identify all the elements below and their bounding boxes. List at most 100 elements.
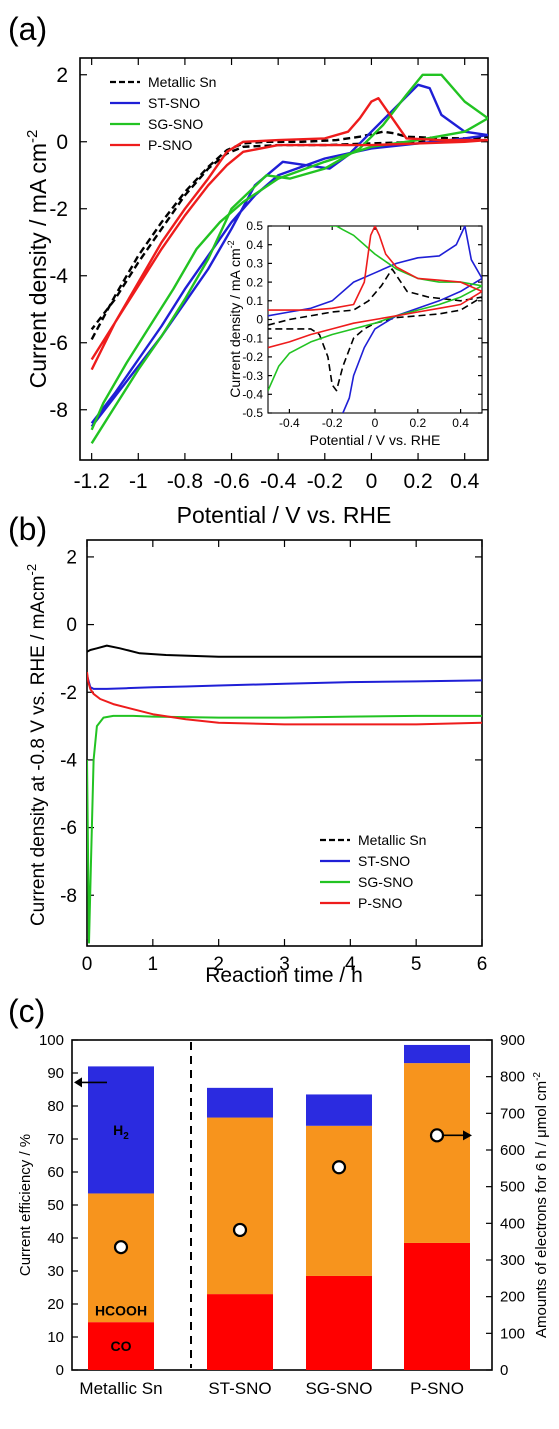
bar-segment-hcooh [207, 1117, 273, 1295]
y-tick-label: -0.4 [242, 388, 263, 402]
bar-segment-co [207, 1294, 273, 1370]
y-tick-label: -8 [60, 886, 77, 907]
bar-segment-co [306, 1275, 372, 1370]
series-line-st-sno [87, 675, 482, 690]
x-tick-label: 4 [345, 954, 356, 975]
panel-a-inset: -0.4 -0.2 0 0.2 0.4 -0.5 -0.4 -0.3 -0.2 -0.1 0 0.1 0… [226, 219, 483, 448]
legend-label: SG-SNO [148, 116, 203, 132]
y2-tick-label: 600 [500, 1142, 525, 1159]
x-tick-label: 6 [477, 954, 488, 975]
y-tick-label: 0 [256, 313, 263, 327]
segment-label-h2-subscript: 2 [123, 1131, 129, 1142]
x-tick-label: -0.8 [167, 470, 203, 493]
y2-tick-label: 900 [500, 1032, 525, 1049]
series-line-metallic-sn [87, 644, 482, 658]
category-label: P-SNO [410, 1379, 464, 1398]
legend-label: P-SNO [148, 137, 192, 153]
y-tick-label: -6 [49, 332, 68, 355]
bar-segment-co [404, 1242, 470, 1370]
bar-segment-h2 [306, 1094, 372, 1126]
y2-tick-label: 800 [500, 1069, 525, 1086]
segment-label-co: CO [111, 1338, 132, 1354]
y-tick-label: 50 [47, 1197, 64, 1214]
y-tick-label: 0.1 [246, 294, 263, 308]
y2-tick-label: 200 [500, 1289, 525, 1306]
y-tick-label: -2 [60, 683, 77, 704]
y-tick-label: -4 [49, 265, 68, 288]
panel-c-category-labels: Metallic Sn ST-SNO SG-SNO P-SNO [79, 1379, 463, 1398]
panel-b-curves [87, 644, 482, 944]
series-line-metallic-sn [90, 130, 488, 340]
bar-segment-h2 [404, 1044, 470, 1064]
y-tick-label: -4 [60, 751, 77, 772]
legend-label: ST-SNO [358, 853, 410, 869]
category-label: Metallic Sn [79, 1379, 162, 1398]
electron-marker [232, 1222, 248, 1238]
x-tick-label: -0.2 [322, 416, 343, 430]
panel-a-label: (a) [8, 11, 47, 47]
y2-tick-label: 300 [500, 1252, 525, 1269]
panel-a-legend: Metallic Sn ST-SNO SG-SNO P-SNO [110, 74, 216, 153]
legend-label: P-SNO [358, 895, 402, 911]
inset-xlabel: Potential / V vs. RHE [310, 432, 441, 448]
y-tick-label: 0 [56, 131, 68, 154]
category-label: SG-SNO [305, 1379, 372, 1398]
y-tick-label: 0 [66, 615, 77, 636]
bar-segment-hcooh [306, 1125, 372, 1276]
bar-segment-h2 [207, 1087, 273, 1118]
x-tick-label: 5 [411, 954, 422, 975]
y2-tick-label: 0 [500, 1362, 508, 1379]
panel-b-xlabel: Reaction time / h [205, 964, 363, 987]
series-line-sg-sno [268, 226, 482, 391]
right-axis-arrow-head [463, 1130, 472, 1141]
panel-c-ylabel: Current efficiency / % [17, 1134, 34, 1276]
x-tick-label: 0.4 [452, 416, 469, 430]
series-line-sg-sno [87, 714, 482, 944]
panel-b-frame [86, 539, 483, 947]
series-line-sg-sno [90, 73, 488, 444]
y-tick-label: -6 [60, 818, 77, 839]
x-tick-label: -0.4 [260, 470, 297, 493]
x-tick-label: 2 [213, 954, 224, 975]
y-tick-label: 80 [47, 1098, 64, 1115]
series-line-p-sno [87, 671, 482, 726]
x-tick-label: 0 [372, 416, 379, 430]
y2-tick-label: 700 [500, 1105, 525, 1122]
y-tick-label: 10 [47, 1329, 64, 1346]
y-tick-label: 40 [47, 1230, 64, 1247]
electron-marker [331, 1160, 347, 1175]
y-tick-label: 60 [47, 1164, 64, 1181]
y-tick-label: -0.1 [242, 331, 263, 345]
x-tick-label: 3 [279, 954, 290, 975]
left-axis-arrow-head [74, 1077, 82, 1088]
inset-curves [268, 226, 482, 413]
panel-c-y2label: Amounts of electrons for 6 h / μmol cm-2 [532, 1072, 550, 1338]
y-tick-label: 0.5 [246, 219, 263, 233]
panel-a-ticks: -1.2 -1 -0.8 -0.6 -0.4 -0.2 0 0.2 0.4 -8 -6 -4 -2 0 2 [49, 58, 488, 493]
y-tick-label: 70 [47, 1131, 64, 1148]
x-tick-label: -1 [129, 470, 148, 493]
legend-label: SG-SNO [358, 874, 413, 890]
series-line-st-sno [268, 226, 482, 413]
y-tick-label: 0 [56, 1362, 64, 1379]
legend-label: ST-SNO [148, 95, 200, 111]
y-tick-label: 2 [66, 548, 77, 569]
panel-c: (c) 0 10 20 30 40 50 60 70 80 90 100 0 100 200 300 400 5… [8, 993, 550, 1398]
y-tick-label: 100 [39, 1032, 64, 1049]
panel-c-electron-markers [74, 1077, 472, 1255]
panel-a-curves [90, 73, 488, 444]
series-line-p-sno [268, 226, 482, 349]
y-tick-label: 20 [47, 1296, 64, 1313]
panel-b-ticks: 0 1 2 3 4 5 6 -8 -6 -4 -2 0 2 [60, 540, 487, 975]
y2-tick-label: 400 [500, 1215, 525, 1232]
y-tick-label: 0.2 [246, 275, 263, 289]
legend-label: Metallic Sn [358, 832, 426, 848]
y-tick-label: 0.4 [246, 238, 263, 252]
x-tick-label: 1 [148, 954, 159, 975]
y-tick-label: -8 [49, 399, 68, 422]
y-tick-label: 90 [47, 1065, 64, 1082]
panel-a-ylabel: Current density / mA cm-2 [24, 130, 51, 389]
x-tick-label: -0.6 [213, 470, 249, 493]
